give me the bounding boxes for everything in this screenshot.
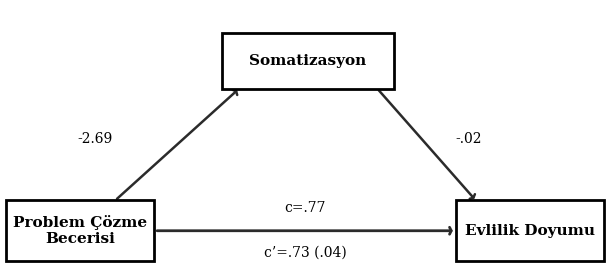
Text: c’=.73 (.04): c’=.73 (.04) (264, 246, 346, 260)
Text: Somatizasyon: Somatizasyon (249, 54, 367, 68)
Text: Evlilik Doyumu: Evlilik Doyumu (464, 224, 595, 238)
Text: -.02: -.02 (455, 132, 482, 146)
Text: Problem Çözme
Becerisi: Problem Çözme Becerisi (13, 215, 147, 246)
FancyBboxPatch shape (222, 33, 394, 89)
FancyBboxPatch shape (456, 200, 604, 261)
Text: c=.77: c=.77 (284, 202, 326, 215)
Text: -2.69: -2.69 (78, 132, 113, 146)
FancyBboxPatch shape (6, 200, 154, 261)
